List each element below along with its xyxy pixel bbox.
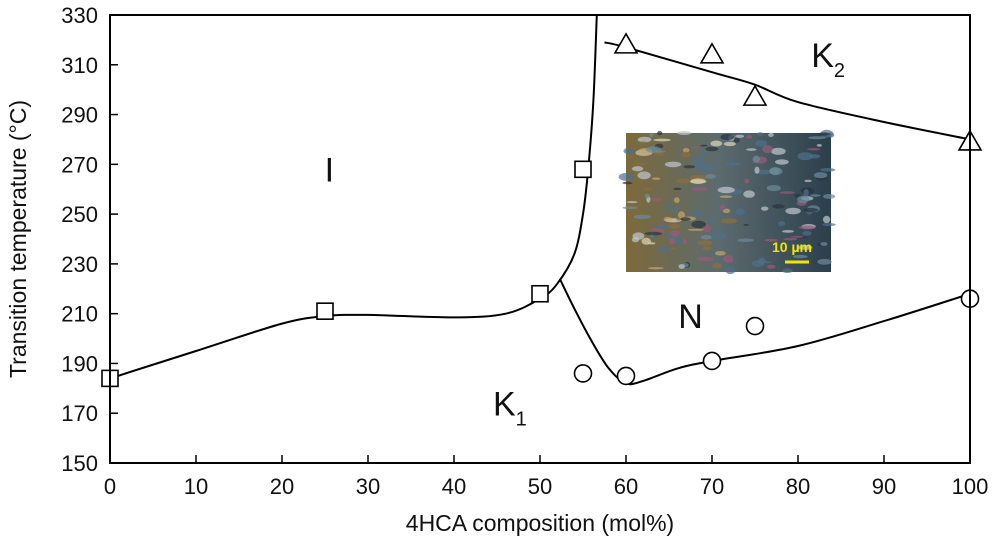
y-tick-label: 210 (61, 302, 98, 327)
circle-marker (702, 351, 722, 371)
y-tick-label: 330 (61, 3, 98, 28)
region-label: K2 (811, 37, 845, 82)
phase-boundary-curve (110, 15, 598, 380)
x-tick-label: 30 (356, 474, 380, 499)
x-tick-label: 100 (952, 474, 989, 499)
x-tick-label: 20 (270, 474, 294, 499)
circle-marker (745, 316, 765, 336)
region-label-subscript: 2 (834, 60, 845, 82)
triangle-marker (613, 32, 639, 54)
x-tick-label: 80 (786, 474, 810, 499)
square-marker (574, 160, 592, 179)
region-label: N (678, 298, 703, 336)
plot-frame (109, 14, 971, 464)
triangle-marker (742, 84, 768, 106)
y-tick-label: 310 (61, 53, 98, 78)
x-tick-label: 60 (614, 474, 638, 499)
y-tick-label: 190 (61, 351, 98, 376)
y-tick-label: 170 (61, 401, 98, 426)
x-tick-label: 50 (528, 474, 552, 499)
x-tick-label: 40 (442, 474, 466, 499)
y-tick-label: 230 (61, 252, 98, 277)
x-axis-title: 4HCA composition (mol%) (406, 510, 674, 536)
scale-bar-label: 10 µm (772, 239, 812, 255)
y-tick-label: 150 (61, 451, 98, 476)
region-label-subscript: 1 (516, 408, 527, 430)
circle-marker (573, 364, 593, 383)
x-tick-label: 0 (104, 474, 116, 499)
region-label: I (325, 151, 334, 189)
region-label: K1 (493, 385, 527, 430)
micrograph-inset: 10 µm (618, 129, 836, 275)
y-tick-label: 250 (61, 202, 98, 227)
circle-marker (616, 366, 636, 386)
x-tick-label: 90 (872, 474, 896, 499)
y-tick-label: 270 (61, 152, 98, 177)
square-marker (531, 284, 549, 303)
square-marker (316, 302, 334, 320)
y-tick-label: 290 (61, 103, 98, 128)
x-tick-label: 10 (184, 474, 208, 499)
phase-boundary-curve (604, 41, 970, 141)
x-tick-label: 70 (700, 474, 724, 499)
y-axis-title: Transition temperature (°C) (5, 100, 31, 378)
phase-boundary-curve (558, 278, 970, 386)
triangle-marker (699, 42, 725, 64)
